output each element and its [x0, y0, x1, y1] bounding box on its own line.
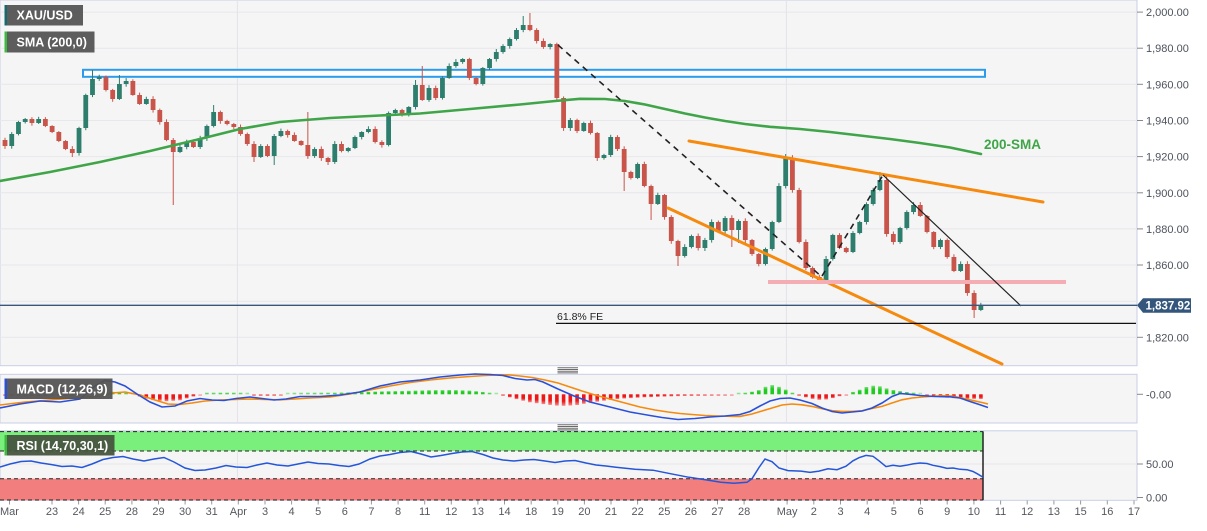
svg-text:14: 14: [498, 506, 510, 518]
svg-text:2: 2: [811, 506, 817, 518]
svg-text:May: May: [777, 506, 798, 518]
svg-text:29: 29: [152, 506, 164, 518]
svg-text:28: 28: [738, 506, 750, 518]
svg-text:-0.00: -0.00: [1146, 389, 1171, 401]
svg-text:6: 6: [342, 506, 348, 518]
svg-text:26: 26: [685, 506, 697, 518]
svg-text:5: 5: [315, 506, 321, 518]
svg-text:Apr: Apr: [230, 506, 247, 518]
svg-text:15: 15: [1074, 506, 1086, 518]
svg-text:61.8% FE: 61.8% FE: [557, 311, 603, 323]
svg-text:12: 12: [445, 506, 457, 518]
svg-text:6: 6: [917, 506, 923, 518]
svg-text:31: 31: [206, 506, 218, 518]
svg-text:11: 11: [995, 506, 1006, 518]
svg-text:9: 9: [944, 506, 950, 518]
svg-text:1,900.00: 1,900.00: [1146, 188, 1189, 200]
svg-text:2,000.00: 2,000.00: [1146, 7, 1189, 19]
svg-text:19: 19: [552, 506, 564, 518]
svg-text:8: 8: [395, 506, 401, 518]
svg-text:7: 7: [368, 506, 374, 518]
svg-text:22: 22: [631, 506, 643, 518]
svg-text:1,837.92: 1,837.92: [1146, 301, 1191, 313]
svg-text:27: 27: [711, 506, 723, 518]
svg-text:200-SMA: 200-SMA: [984, 137, 1041, 152]
svg-text:20: 20: [578, 506, 590, 518]
svg-text:17: 17: [1128, 506, 1140, 518]
svg-text:13: 13: [1048, 506, 1060, 518]
svg-text:RSI (14,70,30,1): RSI (14,70,30,1): [17, 439, 109, 453]
svg-text:1,920.00: 1,920.00: [1146, 152, 1189, 164]
svg-text:23: 23: [46, 506, 58, 518]
svg-text:3: 3: [262, 506, 268, 518]
svg-text:1,880.00: 1,880.00: [1146, 224, 1189, 236]
svg-text:MACD (12,26,9): MACD (12,26,9): [17, 383, 108, 397]
svg-text:SMA (200,0): SMA (200,0): [17, 36, 87, 50]
svg-text:18: 18: [525, 506, 537, 518]
svg-text:50.00: 50.00: [1146, 459, 1174, 471]
svg-text:1,860.00: 1,860.00: [1146, 260, 1189, 272]
svg-text:13: 13: [472, 506, 484, 518]
svg-text:3: 3: [837, 506, 843, 518]
svg-text:25: 25: [658, 506, 670, 518]
svg-text:4: 4: [864, 506, 870, 518]
svg-text:28: 28: [126, 506, 138, 518]
svg-text:16: 16: [1101, 506, 1113, 518]
svg-text:25: 25: [99, 506, 111, 518]
svg-text:30: 30: [179, 506, 191, 518]
svg-text:1,940.00: 1,940.00: [1146, 116, 1189, 128]
svg-text:10: 10: [968, 506, 980, 518]
svg-text:0.00: 0.00: [1146, 493, 1167, 505]
svg-text:5: 5: [891, 506, 897, 518]
svg-text:21: 21: [605, 506, 617, 518]
svg-text:12: 12: [1021, 506, 1033, 518]
svg-text:1,980.00: 1,980.00: [1146, 43, 1189, 55]
svg-text:1,820.00: 1,820.00: [1146, 332, 1189, 344]
svg-text:4: 4: [289, 506, 295, 518]
svg-text:XAU/USD: XAU/USD: [17, 9, 73, 23]
svg-text:11: 11: [419, 506, 430, 518]
svg-text:1,960.00: 1,960.00: [1146, 79, 1189, 91]
svg-text:24: 24: [72, 506, 84, 518]
svg-text:Mar: Mar: [0, 506, 19, 518]
